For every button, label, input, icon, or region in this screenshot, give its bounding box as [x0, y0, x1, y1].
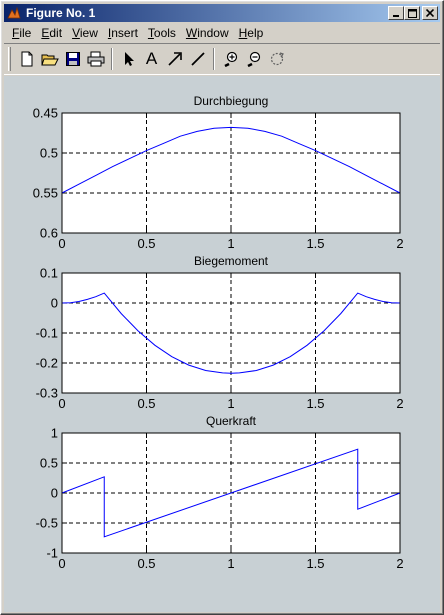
zoom-out-button[interactable] [242, 48, 265, 70]
maximize-button[interactable] [404, 6, 420, 20]
toolbar-separator [213, 48, 215, 70]
rotate-button[interactable] [265, 48, 288, 70]
x-tick-label: 2 [396, 396, 403, 411]
x-tick-label: 1 [227, 556, 234, 571]
minimize-icon [393, 15, 399, 17]
y-tick-label: -1 [46, 546, 58, 561]
x-tick-label: 0 [58, 556, 65, 571]
menu-file[interactable]: File [12, 25, 32, 40]
menu-view[interactable]: View [72, 25, 98, 40]
new-file-button[interactable] [15, 48, 38, 70]
rotate-icon [270, 52, 284, 66]
x-tick-label: 2 [396, 236, 403, 251]
zoom-out-icon [246, 51, 260, 67]
toolbar-separator [111, 48, 113, 70]
save-button[interactable] [61, 48, 84, 70]
axes-2-title: Biegemoment [194, 254, 269, 268]
insert-text-button[interactable]: A [140, 48, 163, 70]
open-file-button[interactable] [38, 48, 61, 70]
x-tick-label: 0.5 [137, 236, 155, 251]
data-line-1 [61, 126, 401, 194]
toolbar-grip[interactable] [8, 47, 11, 71]
maximize-icon [407, 8, 417, 18]
print-icon [87, 51, 104, 67]
x-tick-label: 0.5 [137, 396, 155, 411]
y-tick-label: -0.2 [36, 356, 58, 371]
figure-canvas[interactable]: 0 0.5 1 1.5 2 0.45 0.5 0.55 0.6 Durchbiegung 0 0.5 1… [4, 76, 440, 612]
select-button[interactable] [117, 48, 140, 70]
data-line-2 [61, 292, 401, 374]
open-folder-icon [40, 54, 59, 66]
y-tick-label: -0.1 [36, 326, 58, 341]
axes-3-title: Querkraft [206, 414, 257, 428]
insert-arrow-icon [167, 52, 182, 66]
x-tick-label: 0 [58, 236, 65, 251]
y-tick-label: -0.5 [36, 516, 58, 531]
y-tick-label: 0 [51, 486, 58, 501]
close-button[interactable] [422, 6, 438, 20]
print-button[interactable] [84, 48, 107, 70]
y-tick-label: 0.1 [40, 266, 58, 281]
menu-tools[interactable]: Tools [147, 25, 176, 40]
insert-line-icon [190, 52, 205, 66]
save-icon [65, 52, 80, 66]
data-line-3 [61, 448, 401, 538]
menu-insert[interactable]: Insert [107, 25, 138, 40]
insert-arrow-button[interactable] [163, 48, 186, 70]
y-tick-label: 0 [51, 296, 58, 311]
close-icon [426, 9, 434, 17]
window-title: Figure No. 1 [26, 6, 96, 20]
menu-help[interactable]: Help [238, 25, 264, 40]
axes-1-frame [61, 112, 401, 234]
axes-3-frame [61, 432, 401, 554]
matlab-logo-icon [6, 5, 22, 21]
y-tick-label: 0.55 [33, 186, 58, 201]
axes-2-frame [61, 272, 401, 394]
menu-bar: File Edit View Insert Tools Window Help [4, 23, 440, 42]
y-tick-label: 0.6 [40, 226, 58, 241]
menu-edit[interactable]: Edit [41, 25, 63, 40]
y-tick-label: 0.5 [40, 146, 58, 161]
x-tick-label: 2 [396, 556, 403, 571]
y-tick-label: 0.5 [40, 456, 58, 471]
axes-1-title: Durchbiegung [194, 94, 269, 108]
y-tick-label: 1 [51, 426, 58, 441]
insert-text-icon: A [145, 49, 158, 68]
x-tick-label: 1 [227, 236, 234, 251]
x-tick-label: 0 [58, 396, 65, 411]
y-tick-label: 0.45 [33, 106, 58, 121]
select-arrow-icon [124, 52, 134, 66]
x-tick-label: 1.5 [306, 556, 324, 571]
title-bar[interactable]: Figure No. 1 [4, 4, 440, 22]
insert-line-button[interactable] [186, 48, 209, 70]
zoom-in-button[interactable] [219, 48, 242, 70]
plots-svg: 0 0.5 1 1.5 2 0.45 0.5 0.55 0.6 Durchbiegung 0 0.5 1… [33, 94, 404, 571]
minimize-button[interactable] [388, 6, 404, 20]
y-tick-label: -0.3 [36, 386, 58, 401]
zoom-in-icon [223, 51, 237, 67]
x-tick-label: 1.5 [306, 236, 324, 251]
x-tick-label: 0.5 [137, 556, 155, 571]
x-tick-label: 1.5 [306, 396, 324, 411]
new-file-icon [21, 51, 32, 67]
toolbar: A [4, 43, 440, 75]
menu-window[interactable]: Window [185, 25, 229, 40]
x-tick-label: 1 [227, 396, 234, 411]
